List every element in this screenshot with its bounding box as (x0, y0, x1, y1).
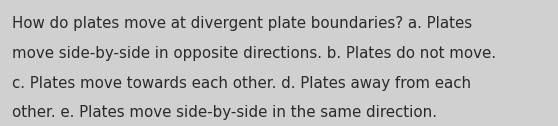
Text: other. e. Plates move side-by-side in the same direction.: other. e. Plates move side-by-side in th… (12, 105, 437, 120)
Text: c. Plates move towards each other. d. Plates away from each: c. Plates move towards each other. d. Pl… (12, 76, 472, 91)
Text: How do plates move at divergent plate boundaries? a. Plates: How do plates move at divergent plate bo… (12, 16, 473, 31)
Text: move side-by-side in opposite directions. b. Plates do not move.: move side-by-side in opposite directions… (12, 46, 496, 61)
